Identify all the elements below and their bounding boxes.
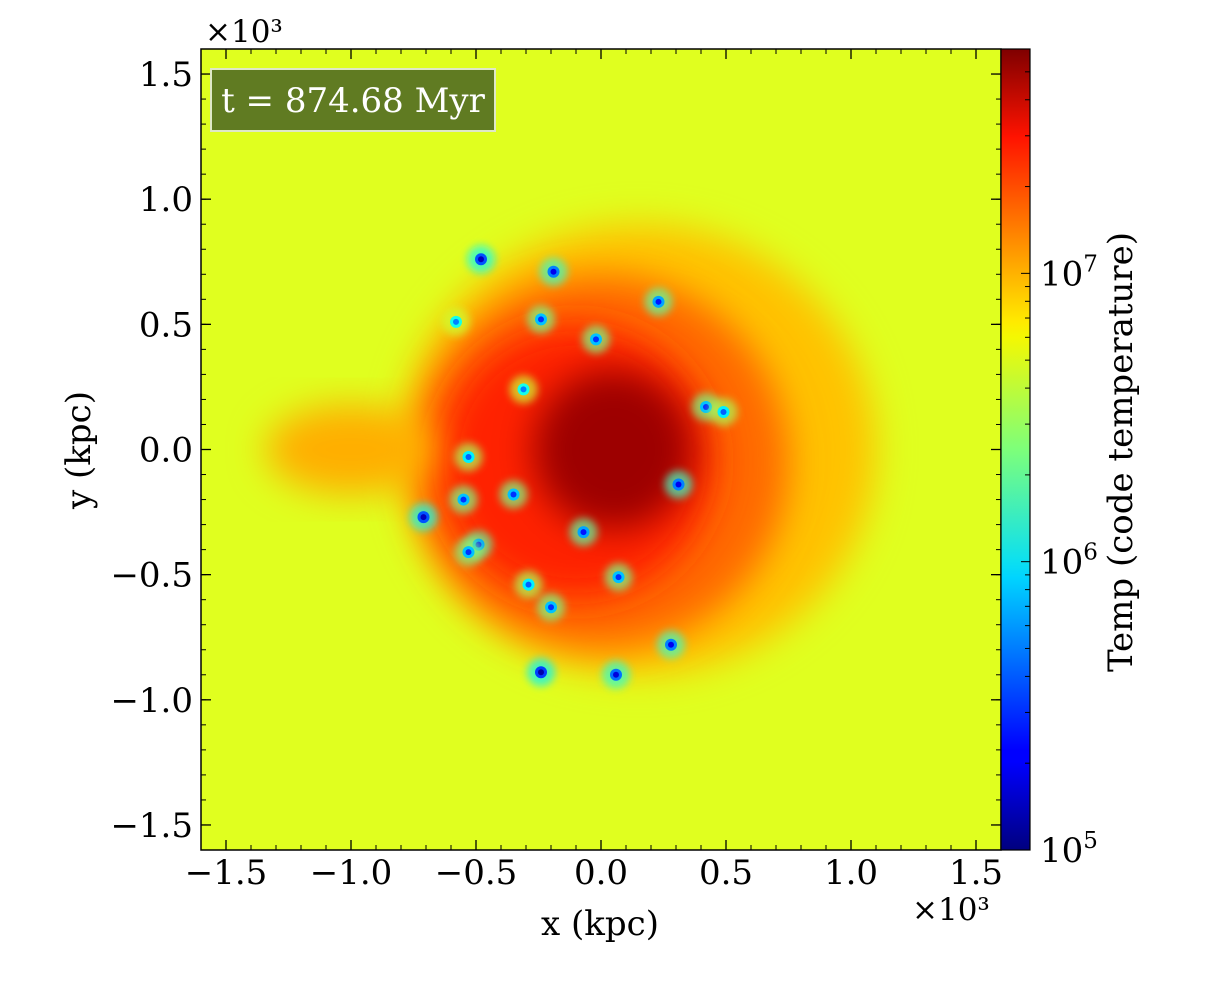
clump — [527, 658, 555, 687]
x-tick-label: 1.5 — [949, 853, 1003, 893]
clump — [664, 470, 693, 499]
y-tick-label: −0.5 — [110, 556, 193, 596]
clump — [709, 397, 738, 426]
clump — [657, 630, 685, 659]
colorbar-tick-label: 107 — [1040, 251, 1098, 294]
x-multiplier: ×10³ — [912, 892, 990, 928]
cold-clumps — [409, 245, 738, 689]
x-tick-label: 1.0 — [824, 853, 878, 893]
colorbar-gradient — [1000, 48, 1031, 851]
colorbar: 105 106 107 Temp (code temperature) — [1000, 48, 1141, 871]
y-multiplier: ×10³ — [205, 14, 283, 50]
colorbar-label: Temp (code temperature) — [1101, 232, 1141, 672]
y-tick-label: −1.5 — [110, 806, 193, 846]
colorbar-ticks: 105 106 107 — [1021, 48, 1098, 871]
x-axis: −1.5 −1.0 −0.5 0.0 0.5 1.0 1.5 — [185, 49, 1003, 893]
clump — [499, 480, 528, 509]
clump — [582, 325, 610, 354]
clump — [604, 563, 633, 592]
y-tick-label: 0.0 — [139, 431, 193, 471]
y-tick-label: 1.5 — [139, 55, 193, 95]
x-tick-label: −0.5 — [435, 853, 518, 893]
y-tick-label: 1.0 — [139, 180, 193, 220]
region-western-tongue — [265, 404, 437, 495]
x-axis-label: x (kpc) — [541, 904, 659, 944]
clump — [409, 503, 438, 532]
y-axis: −1.5 −1.0 −0.5 0.0 0.5 1.0 1.5 — [110, 48, 1001, 851]
clump — [442, 307, 470, 336]
colorbar-tick-label: 106 — [1040, 540, 1098, 583]
clump — [539, 257, 568, 286]
clump — [527, 305, 555, 334]
y-axis-label: y (kpc) — [59, 391, 99, 510]
colorbar-tick-label: 105 — [1040, 828, 1098, 871]
x-tick-label: 0.0 — [574, 853, 628, 893]
x-tick-label: 0.5 — [699, 853, 753, 893]
clump — [454, 443, 483, 472]
time-annotation: t = 874.68 Myr — [210, 68, 496, 132]
clump — [602, 660, 630, 689]
clump — [509, 375, 538, 404]
clump — [537, 593, 565, 622]
clump — [569, 518, 598, 547]
x-tick-label: −1.0 — [310, 853, 393, 893]
x-tick-label: −1.5 — [185, 853, 268, 893]
y-tick-label: −1.0 — [110, 681, 193, 721]
region-hot-core — [533, 369, 694, 530]
clump — [467, 245, 495, 274]
y-tick-label: 0.5 — [139, 305, 193, 345]
clump — [514, 570, 543, 599]
clump — [454, 538, 483, 567]
clump — [449, 485, 478, 514]
time-annotation-box — [210, 68, 496, 132]
clump — [644, 287, 673, 316]
temperature-regions — [265, 223, 876, 676]
time-annotation-text: t = 874.68 Myr — [221, 81, 486, 121]
temperature-map — [201, 49, 1001, 850]
